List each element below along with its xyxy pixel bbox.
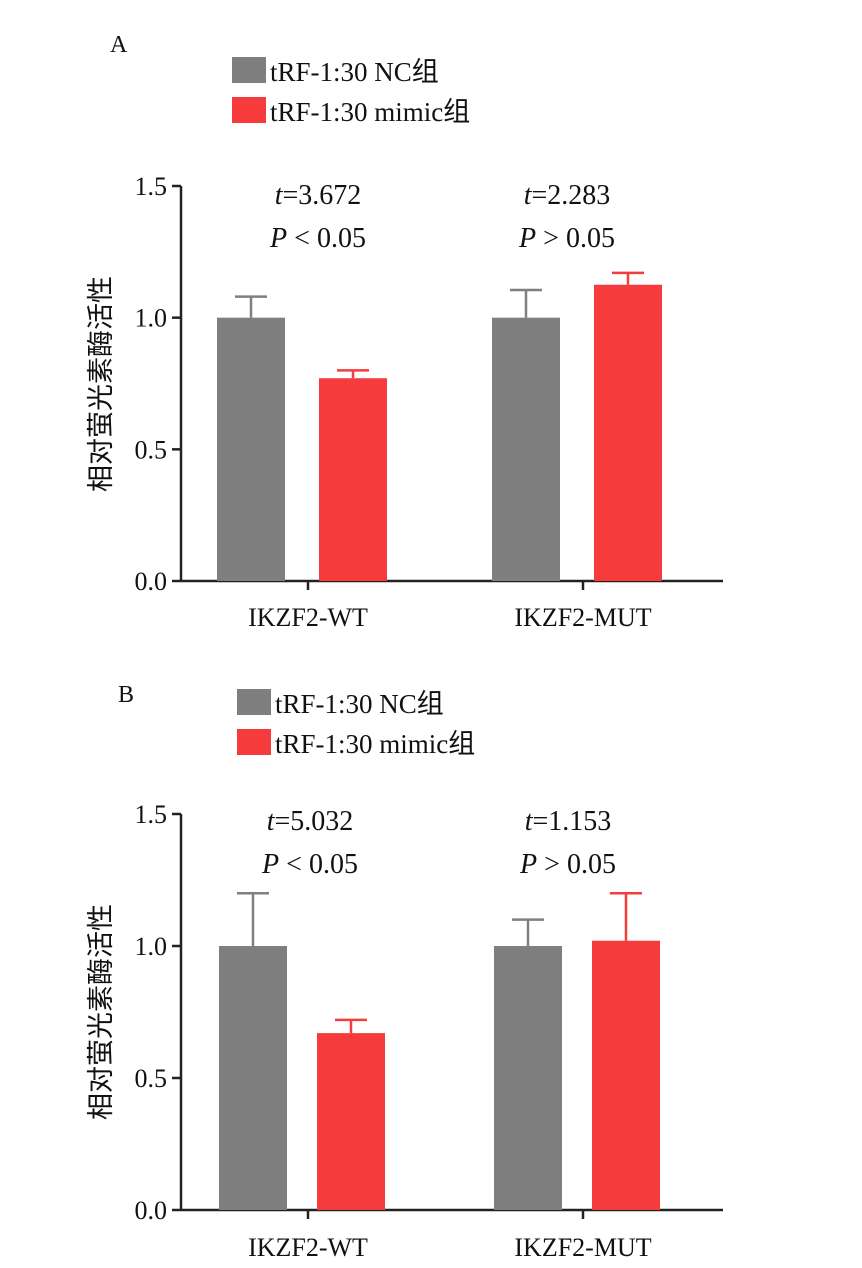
stat-p-symbol: P	[518, 223, 536, 254]
stat-p-value: P < 0.05	[261, 849, 358, 880]
stat-t-symbol: t	[525, 806, 534, 837]
stat-p-value: P < 0.05	[269, 223, 366, 254]
legend-swatch	[232, 97, 266, 123]
stat-p-value: P > 0.05	[519, 849, 616, 880]
x-tick-label: IKZF2-MUT	[514, 1233, 651, 1262]
stat-p-number: > 0.05	[537, 849, 616, 880]
stat-t-symbol: t	[275, 180, 284, 211]
stat-t-symbol: t	[524, 180, 533, 211]
y-tick-label: 1.0	[135, 304, 168, 333]
stat-t-number: =2.283	[531, 180, 610, 211]
x-tick-label: IKZF2-MUT	[514, 603, 651, 632]
legend-label: tRF-1:30 NC组	[270, 57, 439, 87]
stat-p-symbol: P	[519, 849, 537, 880]
x-tick-label: IKZF2-WT	[248, 1233, 368, 1262]
y-tick-label: 1.5	[135, 800, 168, 829]
bar	[494, 946, 562, 1210]
y-tick-label: 1.5	[135, 172, 168, 201]
stat-p-symbol: P	[261, 849, 279, 880]
y-tick-label: 0.5	[135, 1064, 168, 1093]
legend-swatch	[237, 729, 271, 755]
bar	[219, 946, 287, 1210]
stat-t-symbol: t	[267, 806, 276, 837]
stat-p-symbol: P	[269, 223, 287, 254]
bar	[317, 1033, 385, 1210]
bar	[594, 284, 662, 581]
panel-letter: A	[110, 32, 128, 58]
y-axis-label: 相对萤光素酶活性	[86, 276, 117, 492]
stat-p-number: < 0.05	[287, 223, 366, 254]
bar	[217, 317, 285, 581]
y-tick-label: 1.0	[135, 932, 168, 961]
stat-t-number: =5.032	[274, 806, 353, 837]
stat-t-number: =3.672	[282, 180, 361, 211]
y-tick-label: 0.0	[135, 1196, 168, 1225]
legend-swatch	[232, 57, 266, 83]
stat-p-number: < 0.05	[279, 849, 358, 880]
y-tick-label: 0.5	[135, 435, 168, 464]
stat-p-number: > 0.05	[536, 223, 615, 254]
stat-p-value: P > 0.05	[518, 223, 615, 254]
x-tick-label: IKZF2-WT	[248, 603, 368, 632]
y-tick-label: 0.0	[135, 567, 168, 596]
bar	[319, 378, 387, 581]
stat-t-value: t=1.153	[525, 806, 612, 837]
legend-label: tRF-1:30 NC组	[275, 689, 444, 719]
legend-label: tRF-1:30 mimic组	[270, 97, 470, 127]
stat-t-value: t=5.032	[267, 806, 354, 837]
panel-letter: B	[118, 682, 134, 708]
legend-label: tRF-1:30 mimic组	[275, 729, 475, 759]
stat-t-value: t=3.672	[275, 180, 362, 211]
stat-t-value: t=2.283	[524, 180, 611, 211]
y-axis-label: 相对萤光素酶活性	[86, 904, 117, 1120]
stat-t-number: =1.153	[532, 806, 611, 837]
bar	[592, 940, 660, 1210]
bar	[492, 317, 560, 581]
legend-swatch	[237, 689, 271, 715]
